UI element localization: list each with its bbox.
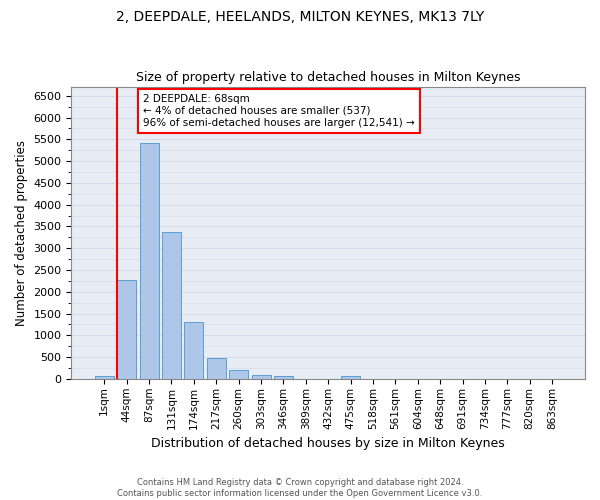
Bar	[184, 322, 203, 379]
Bar	[251, 374, 271, 379]
Text: 2 DEEPDALE: 68sqm
← 4% of detached houses are smaller (537)
96% of semi-detached: 2 DEEPDALE: 68sqm ← 4% of detached house…	[143, 94, 415, 128]
Bar	[274, 376, 293, 379]
Bar	[207, 358, 226, 379]
Title: Size of property relative to detached houses in Milton Keynes: Size of property relative to detached ho…	[136, 72, 520, 85]
Text: Contains HM Land Registry data © Crown copyright and database right 2024.
Contai: Contains HM Land Registry data © Crown c…	[118, 478, 482, 498]
Text: 2, DEEPDALE, HEELANDS, MILTON KEYNES, MK13 7LY: 2, DEEPDALE, HEELANDS, MILTON KEYNES, MK…	[116, 10, 484, 24]
Bar	[162, 232, 181, 379]
Bar	[229, 370, 248, 379]
Bar	[140, 143, 158, 379]
Bar	[341, 376, 360, 379]
Y-axis label: Number of detached properties: Number of detached properties	[15, 140, 28, 326]
Bar	[117, 280, 136, 379]
Bar	[95, 376, 114, 379]
X-axis label: Distribution of detached houses by size in Milton Keynes: Distribution of detached houses by size …	[151, 437, 505, 450]
